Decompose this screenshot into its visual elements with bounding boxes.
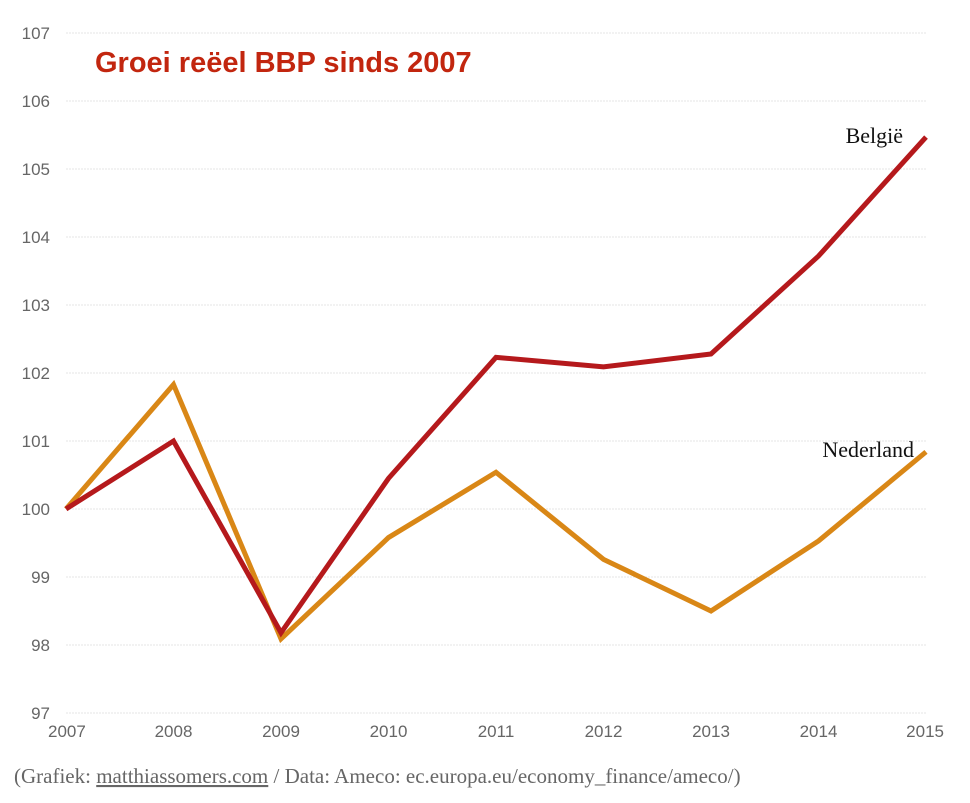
grid-lines [66, 32, 926, 714]
series-line-belgie [64, 135, 928, 638]
y-tick-label: 99 [31, 568, 50, 587]
x-tick-label: 2009 [262, 722, 300, 741]
x-tick-label: 2013 [692, 722, 730, 741]
y-tick-label: 106 [22, 92, 50, 111]
x-tick-label: 2014 [800, 722, 838, 741]
source-suffix: / Data: Ameco: ec.europa.eu/economy_fina… [268, 764, 740, 788]
y-tick-label: 102 [22, 364, 50, 383]
y-tick-label: 105 [22, 160, 50, 179]
source-prefix: (Grafiek: [14, 764, 96, 788]
y-tick-label: 98 [31, 636, 50, 655]
series-line-nederland [64, 379, 928, 644]
y-tick-label: 101 [22, 432, 50, 451]
x-tick-label: 2010 [370, 722, 408, 741]
series-label-nederland: Nederland [822, 437, 914, 462]
series-label-belgie: België [846, 123, 903, 148]
y-axis: 97 98 99 100 101 102 103 104 105 106 107 [22, 24, 50, 723]
x-axis: 2007 2008 2009 2010 2011 2012 2013 2014 2015 [48, 722, 944, 741]
y-tick-label: 107 [22, 24, 50, 43]
y-tick-label: 97 [31, 704, 50, 723]
series-lines [64, 135, 928, 644]
source-link[interactable]: matthiassomers.com [96, 764, 268, 788]
x-tick-label: 2007 [48, 722, 86, 741]
chart-title: Groei reëel BBP sinds 2007 [95, 47, 472, 79]
source-note: (Grafiek: matthiassomers.com / Data: Ame… [14, 764, 741, 788]
x-tick-label: 2011 [478, 722, 515, 741]
y-tick-label: 103 [22, 296, 50, 315]
x-tick-label: 2015 [906, 722, 944, 741]
y-tick-label: 100 [22, 500, 50, 519]
x-tick-label: 2008 [155, 722, 193, 741]
x-tick-label: 2012 [585, 722, 623, 741]
y-tick-label: 104 [22, 228, 50, 247]
